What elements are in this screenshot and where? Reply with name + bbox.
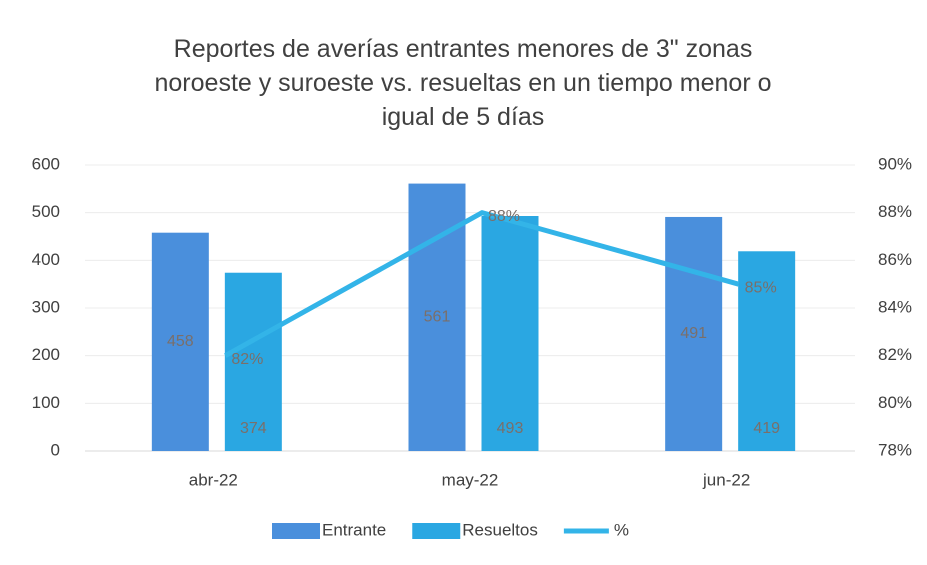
data-label: 561 [424,309,451,326]
y2-tick-label: 80% [878,393,912,412]
y2-tick-label: 86% [878,250,912,269]
y2-tick-label: 82% [878,345,912,364]
legend-label: % [614,520,629,539]
bar [481,216,539,451]
legend-swatch [272,523,320,539]
chart-title: Reportes de averías entrantes menores de… [154,35,772,131]
legend-label: Resueltos [462,520,538,539]
y2-tick-label: 88% [878,202,912,221]
y-tick-label: 300 [32,297,60,316]
data-label: 458 [167,333,194,350]
x-tick-label: jun-22 [702,470,750,489]
y2-tick-label: 90% [878,154,912,173]
line-series [224,210,740,358]
data-label: 85% [745,279,777,296]
bar [224,272,282,451]
legend-swatch [412,523,461,539]
bar [738,251,796,451]
bar [151,232,209,451]
y-tick-label: 600 [32,154,60,173]
legend-label: Entrante [322,520,386,539]
y2-tick-label: 84% [878,297,912,316]
y-tick-label: 100 [32,393,60,412]
data-label: 88% [488,208,520,225]
y-tick-label: 0 [51,440,60,459]
y-tick-label: 500 [32,202,60,221]
x-tick-label: may-22 [442,470,499,489]
x-tick-label: abr-22 [189,470,238,489]
data-label: 374 [240,420,267,437]
y2-tick-label: 78% [878,440,912,459]
data-label: 82% [231,351,263,368]
data-label: 493 [497,420,524,437]
data-label: 419 [753,420,780,437]
bar [665,216,723,451]
y-tick-label: 400 [32,250,60,269]
y-tick-label: 200 [32,345,60,364]
data-label: 491 [680,325,707,342]
